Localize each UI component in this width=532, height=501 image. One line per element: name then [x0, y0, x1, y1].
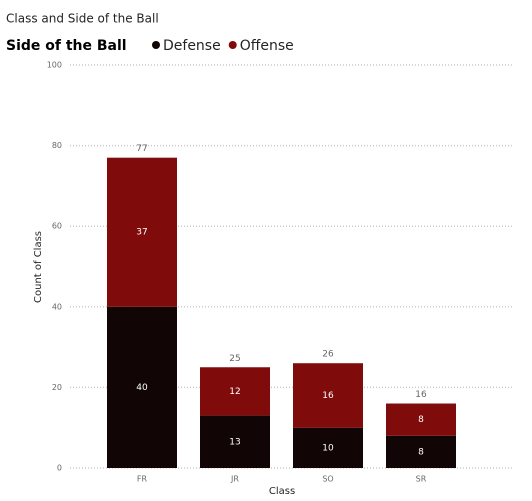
bar-segment	[293, 363, 363, 428]
bar-segment	[386, 435, 456, 468]
data-label: 8	[418, 415, 424, 425]
bar-segment	[107, 306, 177, 468]
y-tick-label: 0	[57, 464, 62, 473]
y-axis-label: Count of Class	[33, 231, 44, 303]
data-label: 37	[136, 228, 147, 238]
chart-title: Class and Side of the Ball	[6, 12, 159, 26]
y-tick-label: 80	[52, 141, 62, 150]
legend-marker	[228, 41, 237, 49]
data-label: 13	[229, 437, 240, 447]
bar-segment	[200, 367, 270, 416]
bar-segment	[293, 427, 363, 468]
total-label: 25	[229, 354, 240, 364]
total-label: 26	[322, 350, 334, 360]
data-label: 16	[322, 391, 334, 401]
y-tick-label: 100	[47, 61, 62, 70]
x-tick-label: SO	[322, 475, 333, 484]
y-tick-label: 20	[52, 383, 62, 392]
x-tick-label: FR	[137, 475, 148, 484]
legend-label: Offense	[240, 38, 294, 54]
bar-segment	[107, 157, 177, 307]
x-tick-label: SR	[416, 475, 427, 484]
data-label: 8	[418, 447, 424, 457]
bar-segment	[386, 403, 456, 436]
bar-segment	[200, 415, 270, 468]
x-axis-label: Class	[269, 486, 295, 497]
data-label: 12	[229, 387, 240, 397]
legend-label: Defense	[163, 38, 221, 54]
total-label: 77	[136, 144, 147, 154]
data-label: 10	[322, 443, 334, 453]
legend-marker	[152, 41, 160, 49]
legend-title: Side of the Ball	[6, 38, 127, 54]
total-label: 16	[415, 390, 427, 400]
y-tick-label: 40	[52, 302, 62, 311]
y-tick-label: 60	[52, 222, 62, 231]
data-label: 40	[136, 383, 148, 393]
x-tick-label: JR	[230, 475, 239, 484]
